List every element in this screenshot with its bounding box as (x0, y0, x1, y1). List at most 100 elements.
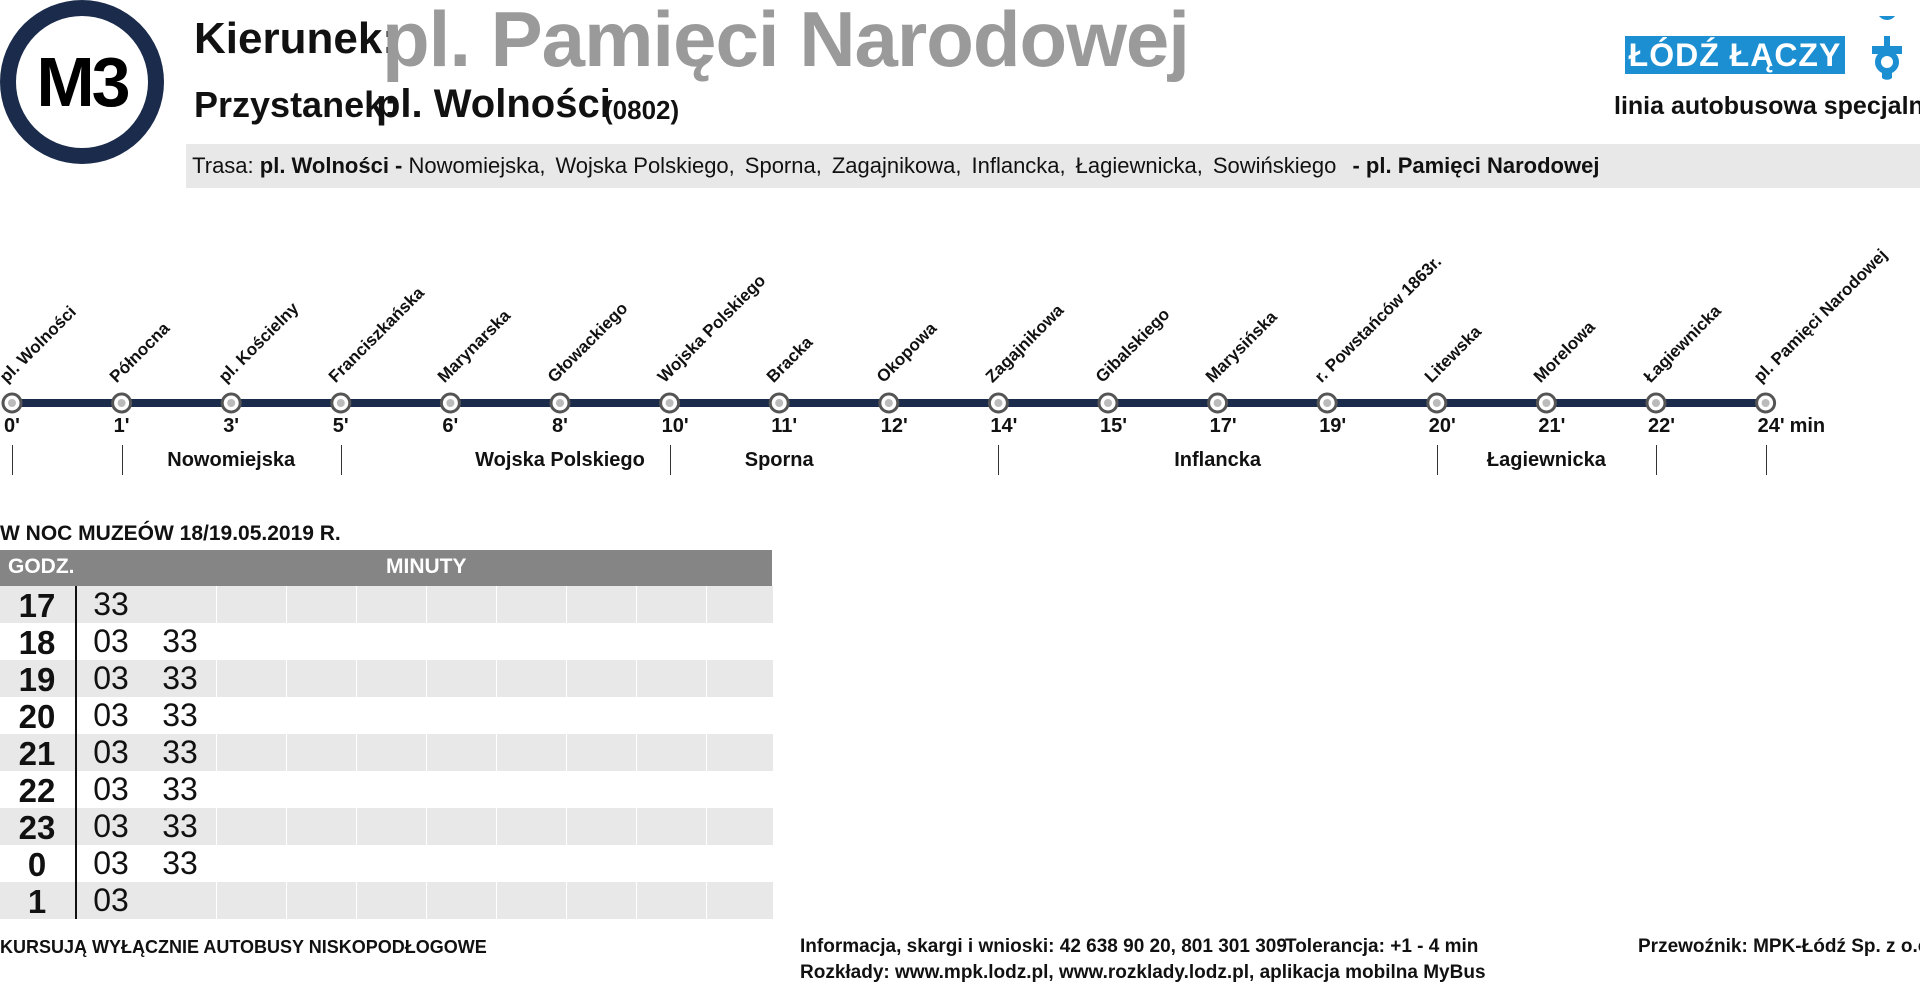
hour-cell: 22 (18, 772, 56, 809)
minute-cell: 03 (93, 845, 129, 881)
stop-time: 11' (771, 415, 798, 437)
stop-marker-dot (446, 399, 455, 407)
minute-cell (285, 771, 351, 808)
stop-marker-dot (1104, 399, 1112, 407)
stop-marker-dot (884, 399, 893, 407)
minute-cell (699, 845, 765, 882)
minute-cell (356, 586, 423, 623)
minute-cell (699, 771, 765, 808)
hour-cell: 18 (18, 624, 56, 661)
route-street: Zagajnikowa, (831, 153, 962, 178)
footer-info: Informacja, skargi i wnioski: 42 638 90 … (800, 936, 1287, 957)
minutes-header: MINUTY (386, 555, 467, 578)
minute-cell (561, 771, 627, 808)
minute-cell: 33 (162, 623, 198, 659)
stop-marker-dot (775, 399, 784, 407)
minute-cell (147, 586, 213, 623)
timetable-row: 1 03 (0, 882, 773, 920)
street-segment: Sporna (744, 449, 814, 471)
minute-cell (566, 660, 633, 697)
stop-marker-dot (1323, 399, 1332, 407)
street-divider (340, 445, 342, 475)
timetable-row: 17 33 (0, 586, 773, 624)
stop-marker-dot (1761, 399, 1770, 407)
minute-cell (561, 623, 627, 660)
minute-cells: 03 33 (78, 808, 776, 845)
line-badge: M3 (0, 0, 164, 164)
minute-cell (492, 623, 558, 660)
brand-subtitle: linia autobusowa specjalna (1614, 92, 1920, 120)
minute-cell (216, 845, 282, 882)
stop-marker-dot (1213, 399, 1222, 407)
minute-cell (496, 882, 563, 919)
minute-cell (492, 845, 558, 882)
minute-cell (706, 586, 773, 623)
route-street: Sporna, (744, 153, 822, 178)
stop-code: (0802) (604, 95, 680, 125)
hour-separator (75, 660, 77, 697)
minute-cell (630, 771, 696, 808)
minute-cell (285, 623, 351, 660)
minute-cell (423, 697, 489, 734)
street-segment: Nowomiejska (167, 449, 296, 471)
hour-separator (75, 586, 77, 623)
timetable-row: 0 03 33 (0, 845, 772, 883)
minute-cell (630, 697, 696, 734)
hour-cell: 0 (27, 846, 47, 883)
stop-value: pl. Wolności (376, 82, 611, 126)
stop-time: 10' (661, 415, 689, 437)
street-divider (1436, 445, 1438, 475)
hour-cell: 17 (18, 587, 56, 624)
minute-cell (356, 808, 423, 845)
minute-cell (356, 734, 423, 771)
minute-cell (354, 623, 420, 660)
minute-cell (636, 586, 703, 623)
minute-cell (286, 586, 353, 623)
minute-cell (216, 771, 282, 808)
minute-cells: 03 33 (78, 771, 768, 808)
minute-cell (216, 697, 282, 734)
minute-cell (356, 882, 423, 919)
minute-cell (216, 808, 283, 845)
stop-marker-dot (665, 399, 674, 407)
brand-mark-icon (1872, 16, 1902, 80)
street-divider (998, 445, 1000, 475)
route-streets: Nowomiejska, Wojska Polskiego, Sporna, Zaga… (409, 144, 1347, 188)
stop-time: 20' (1428, 415, 1456, 437)
minute-cells: 03 33 (78, 660, 776, 697)
minute-cell (356, 660, 423, 697)
minute-cell (286, 734, 353, 771)
minute-cells: 03 33 (78, 734, 776, 771)
minute-cell (636, 734, 703, 771)
hour-separator (75, 734, 77, 771)
minute-cell (426, 882, 493, 919)
route-label: Trasa: (192, 153, 254, 178)
direction-label: Kierunek: (194, 14, 397, 63)
minute-cells: 33 (78, 586, 776, 623)
timetable: GODZ. MINUTY 17 33 18 03 33 19 03 33 20 03 33 21 03 3… (0, 550, 773, 920)
timetable-header: GODZ. MINUTY (0, 550, 772, 586)
hour-separator (75, 697, 77, 734)
stop-time: 19' (1319, 415, 1347, 437)
line-number: M3 (36, 43, 130, 121)
hour-separator (75, 771, 77, 808)
minute-cell (496, 734, 563, 771)
minute-cell (426, 660, 493, 697)
minute-cell (630, 623, 696, 660)
minute-cell (426, 734, 493, 771)
route-line-svg (1, 392, 1777, 414)
minute-cell (706, 734, 773, 771)
minute-cell: 33 (162, 734, 198, 770)
minute-cell: 03 (93, 771, 129, 807)
stop-time: 12' (880, 415, 908, 437)
stop-time: 6' (442, 415, 459, 437)
stop-marker-dot (1542, 399, 1551, 407)
direction-value: pl. Pamięci Narodowej (382, 0, 1190, 83)
hour-cell: 21 (18, 735, 56, 772)
minute-cell (636, 660, 703, 697)
route-summary: Trasa: pl. Wolności - Nowomiejska, Wojska… (186, 144, 1920, 188)
minute-cell: 33 (162, 697, 198, 733)
street-divider (1656, 445, 1657, 475)
minute-cells: 03 33 (78, 845, 768, 882)
route-end: - pl. Pamięci Narodowej (1352, 153, 1600, 178)
